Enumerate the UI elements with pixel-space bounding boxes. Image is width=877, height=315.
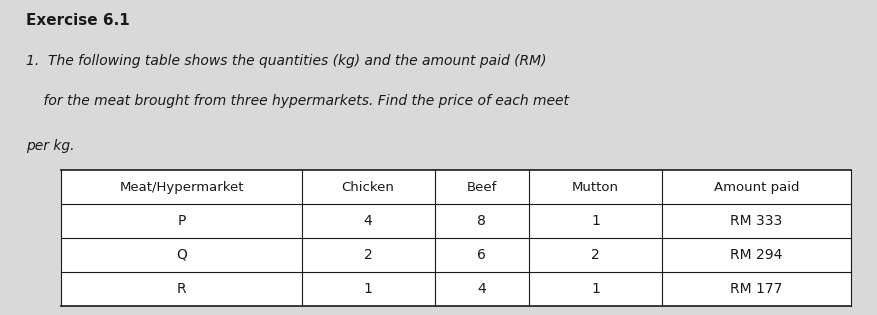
- Text: 6: 6: [477, 248, 486, 262]
- Text: 1: 1: [591, 282, 600, 295]
- Text: 4: 4: [477, 282, 486, 295]
- Text: for the meat brought from three hypermarkets. Find the price of each meet: for the meat brought from three hypermar…: [26, 94, 569, 108]
- Text: RM 177: RM 177: [731, 282, 782, 295]
- Text: R: R: [176, 282, 186, 295]
- Text: RM 294: RM 294: [731, 248, 782, 262]
- Text: Meat/Hypermarket: Meat/Hypermarket: [119, 180, 244, 193]
- Text: Mutton: Mutton: [572, 180, 619, 193]
- Text: P: P: [177, 214, 186, 228]
- Text: 2: 2: [591, 248, 600, 262]
- FancyBboxPatch shape: [61, 170, 851, 306]
- Text: Amount paid: Amount paid: [714, 180, 799, 193]
- Text: Beef: Beef: [467, 180, 497, 193]
- Text: per kg.: per kg.: [26, 139, 75, 152]
- Text: Q: Q: [176, 248, 187, 262]
- Text: 1: 1: [364, 282, 373, 295]
- Text: RM 333: RM 333: [731, 214, 782, 228]
- Text: 4: 4: [364, 214, 373, 228]
- Text: Exercise 6.1: Exercise 6.1: [26, 13, 130, 28]
- Text: Chicken: Chicken: [342, 180, 395, 193]
- Text: 2: 2: [364, 248, 373, 262]
- Text: 1.  The following table shows the quantities (kg) and the amount paid (RM): 1. The following table shows the quantit…: [26, 54, 547, 67]
- Text: 8: 8: [477, 214, 486, 228]
- Text: 1: 1: [591, 214, 600, 228]
